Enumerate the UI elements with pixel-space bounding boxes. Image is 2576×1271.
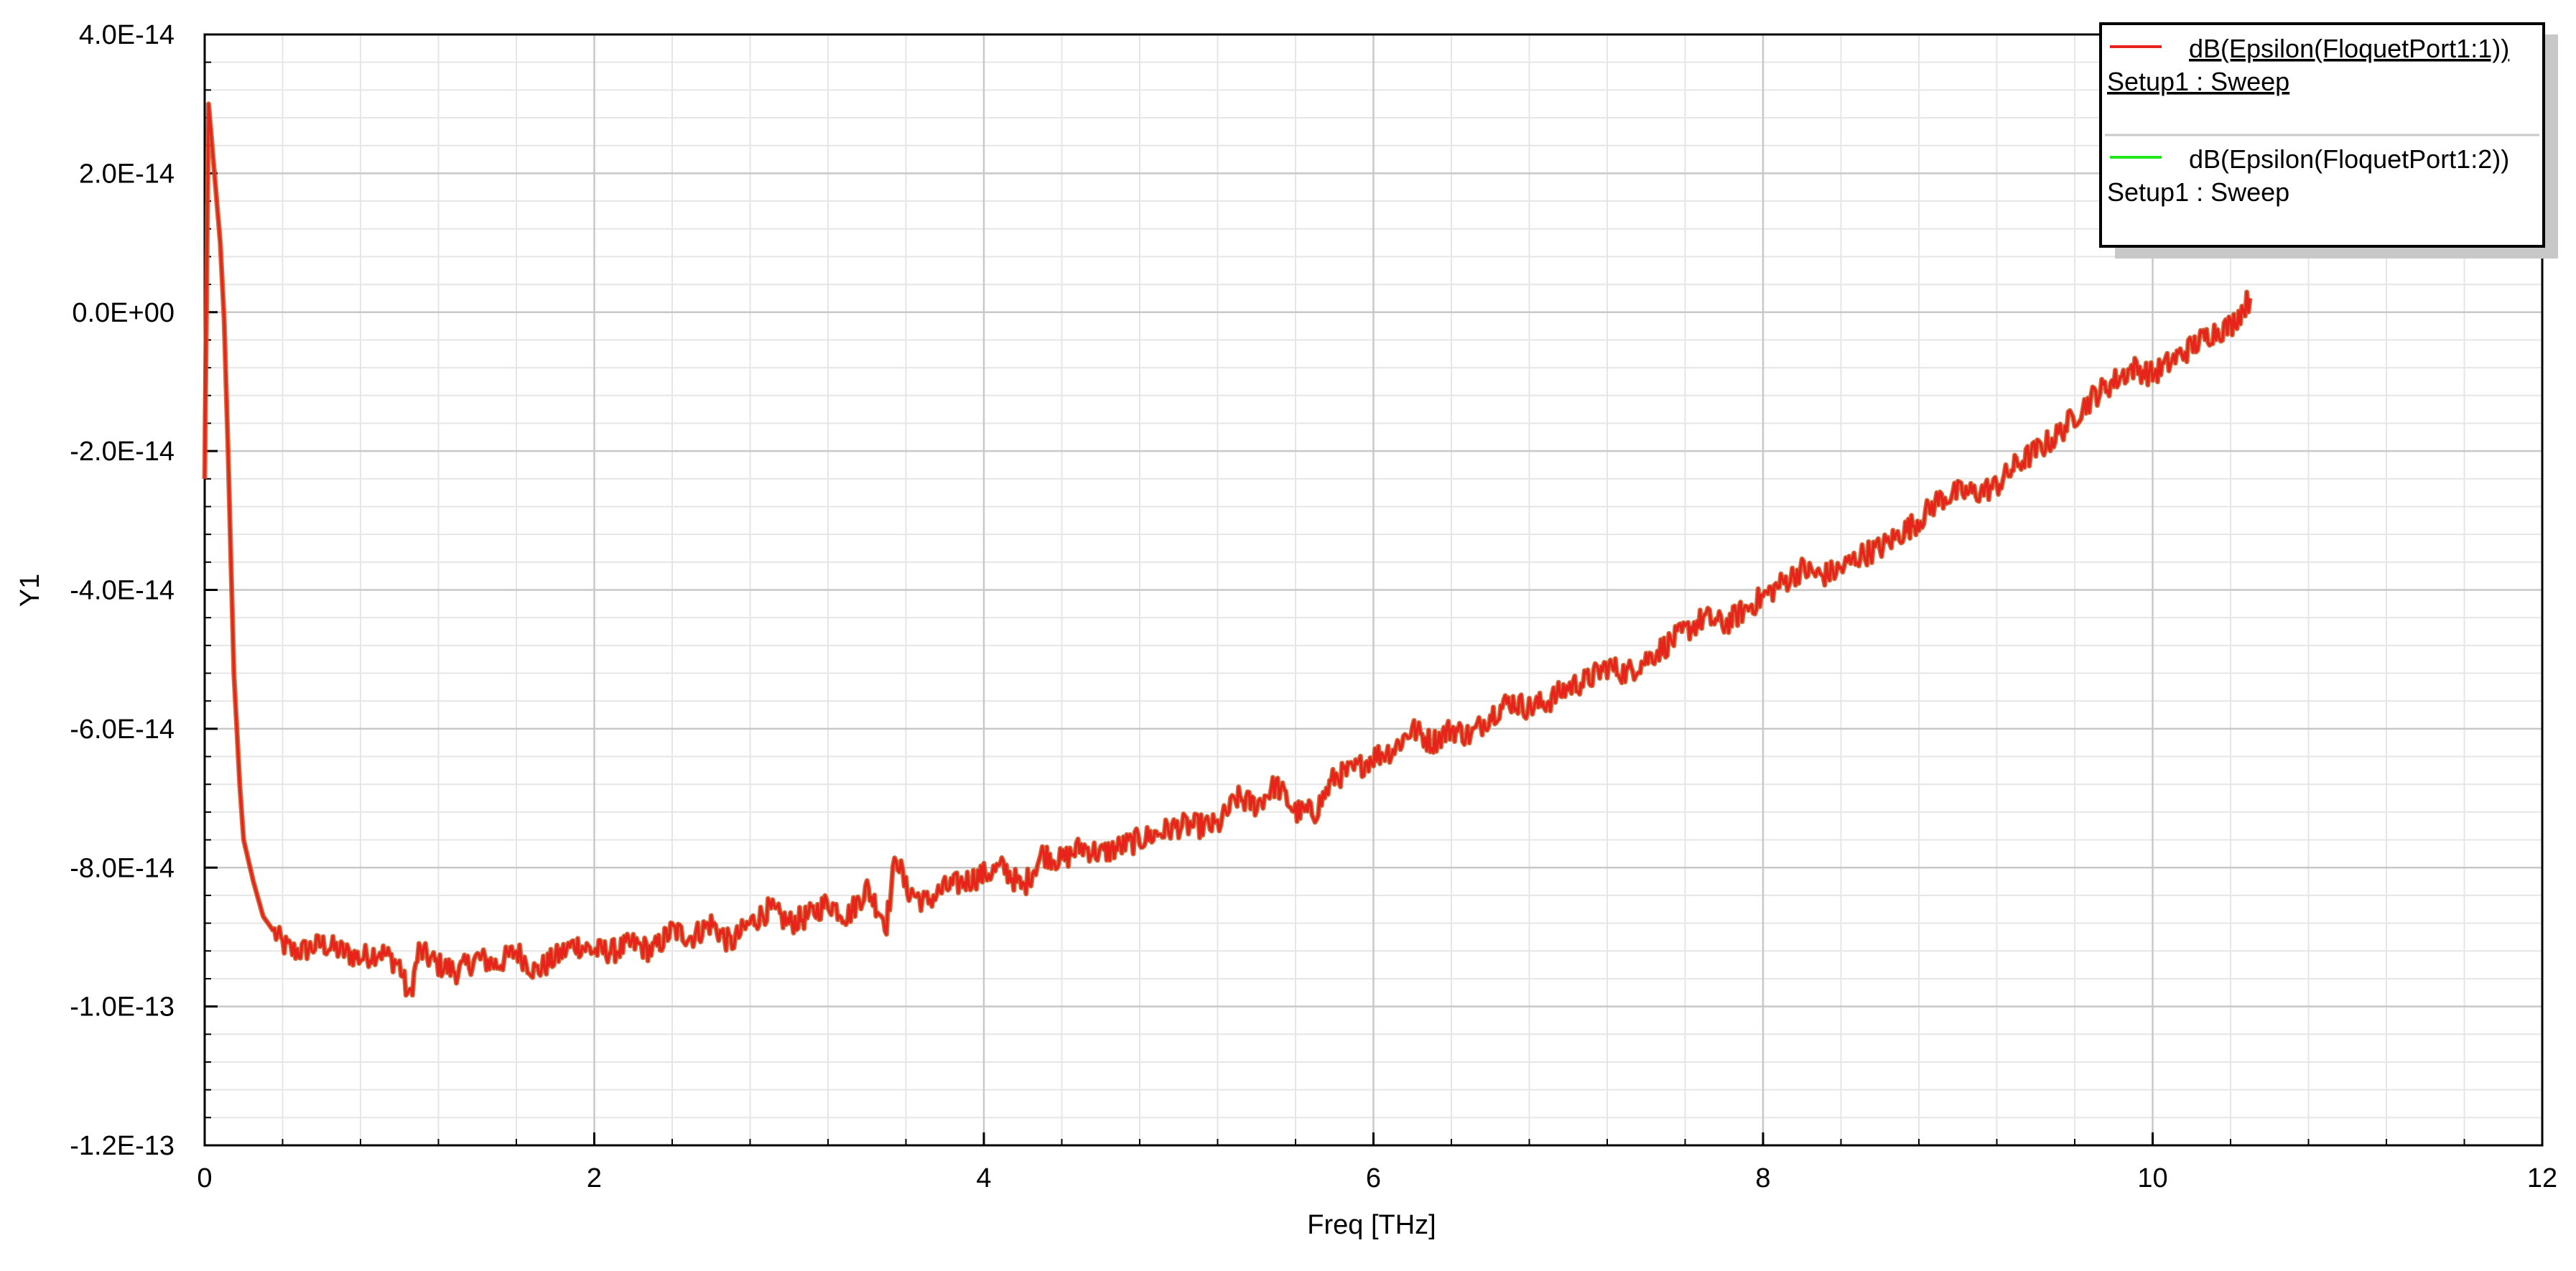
- tick-labels: 0 2 4 6 8 10 12 4.0E-14 2.0E-14 0.0E+00 -2.0E-14 -4…: [70, 20, 2557, 1193]
- x-tick-label: 8: [1755, 1163, 1770, 1193]
- legend-entry-series2[interactable]: dB(Epsilon(FloquetPort1:2)) Setup1 : Swe…: [2107, 144, 2509, 207]
- legend-sub-series1: Setup1 : Sweep: [2107, 67, 2289, 96]
- legend-label-series2: dB(Epsilon(FloquetPort1:2)): [2189, 144, 2509, 174]
- x-tick-label: 12: [2527, 1163, 2557, 1193]
- series-layer: [202, 101, 2253, 998]
- series-line-floquetport1-1: [203, 102, 2251, 997]
- y-tick-label: -1.0E-13: [70, 992, 175, 1023]
- legend-label-series1: dB(Epsilon(FloquetPort1:1)): [2189, 34, 2509, 63]
- x-tick-label: 2: [587, 1163, 602, 1193]
- x-tick-label: 10: [2137, 1163, 2167, 1193]
- y-tick-label: -6.0E-14: [70, 714, 175, 745]
- y-tick-label: -4.0E-14: [70, 576, 175, 606]
- legend-sub-series2: Setup1 : Sweep: [2107, 177, 2289, 207]
- y-tick-label: 0.0E+00: [72, 298, 175, 328]
- y-tick-label: -8.0E-14: [70, 853, 175, 883]
- y-tick-label: -1.2E-13: [70, 1131, 175, 1161]
- x-tick-label: 6: [1366, 1163, 1381, 1193]
- y-tick-label: -2.0E-14: [70, 437, 175, 467]
- x-tick-label: 0: [197, 1163, 212, 1193]
- series-line-floquetport1-2: [202, 101, 2253, 998]
- legend[interactable]: dB(Epsilon(FloquetPort1:1)) Setup1 : Swe…: [2099, 22, 2558, 259]
- x-tick-label: 4: [976, 1163, 991, 1193]
- y-axis-label: Y1: [15, 574, 45, 607]
- legend-entry-series1[interactable]: dB(Epsilon(FloquetPort1:1)) Setup1 : Swe…: [2107, 34, 2509, 96]
- x-axis-label: Freq [THz]: [1307, 1210, 1436, 1240]
- y-tick-label: 4.0E-14: [79, 20, 175, 50]
- axis-ticks: [203, 33, 2544, 1147]
- y-tick-label: 2.0E-14: [79, 159, 175, 189]
